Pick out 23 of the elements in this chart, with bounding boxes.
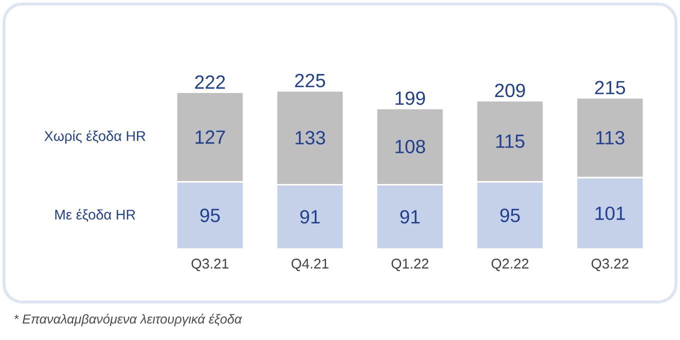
total-label: 225 [295,74,326,88]
text: Με έξοδα HR [55,208,136,222]
data-label: 113 [596,131,624,144]
data-label: 133 [296,131,326,144]
data-label: 91 [400,210,420,224]
data-label: 101 [596,206,625,220]
data-label: 95 [200,208,220,222]
data-label: 108 [396,140,426,154]
x-tick-label: Q3.21 [192,258,228,272]
text: Χωρίς έξοδα HR [44,130,146,144]
x-tick-label: Q4.21 [292,258,328,272]
data-label: 91 [300,210,320,224]
data-label: 115 [496,134,524,148]
total-label: 222 [195,75,225,89]
x-tick-label: Q2.22 [492,258,528,272]
total-label: 209 [495,84,525,98]
total-label: 199 [396,91,425,105]
x-tick-label: Q3.22 [592,258,628,272]
x-tick-label: Q1.22 [392,258,428,272]
data-label: 95 [500,208,520,222]
total-label: 215 [595,80,626,94]
text: * Επαναλαμβανόμενα λειτουργικά έξοδα [14,314,242,326]
data-label: 127 [196,130,225,144]
